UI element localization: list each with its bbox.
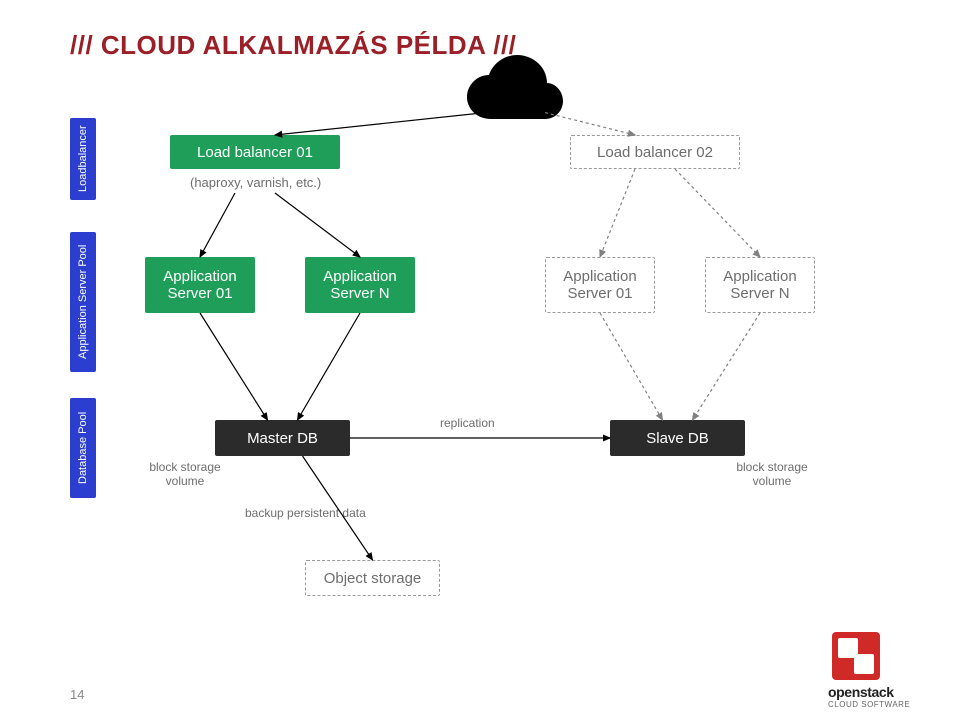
node-label: Load balancer 01 [197, 144, 313, 161]
label-backup: backup persistent data [245, 506, 366, 520]
openstack-logo: openstack CLOUD SOFTWARE [828, 632, 948, 710]
node-app-server-n-a: ApplicationServer N [305, 257, 415, 313]
node-label: Master DB [247, 430, 318, 447]
logo-brand: openstack [828, 684, 948, 700]
cloud-icon [450, 55, 580, 135]
label-block-storage-left: block storagevolume [140, 460, 230, 488]
node-loadbalancer-02: Load balancer 02 [570, 135, 740, 169]
page-number: 14 [70, 687, 84, 702]
node-app-server-01-a: ApplicationServer 01 [145, 257, 255, 313]
node-loadbalancer-01: Load balancer 01 [170, 135, 340, 169]
node-label: Load balancer 02 [597, 144, 713, 161]
logo-tagline: CLOUD SOFTWARE [828, 700, 948, 709]
section-label-loadbalancer: Loadbalancer [70, 118, 96, 200]
node-master-db: Master DB [215, 420, 350, 456]
node-label: ApplicationServer N [723, 268, 796, 302]
section-label-app-pool: Application Server Pool [70, 232, 96, 372]
node-label: Object storage [324, 570, 422, 587]
node-label: ApplicationServer 01 [563, 268, 636, 302]
node-label: ApplicationServer N [323, 268, 396, 302]
section-label-db-pool: Database Pool [70, 398, 96, 498]
node-label: Slave DB [646, 430, 709, 447]
node-object-storage: Object storage [305, 560, 440, 596]
label-block-storage-right: block storagevolume [727, 460, 817, 488]
node-slave-db: Slave DB [610, 420, 745, 456]
node-app-server-n-b: ApplicationServer N [705, 257, 815, 313]
node-label: ApplicationServer 01 [163, 268, 236, 302]
node-app-server-01-b: ApplicationServer 01 [545, 257, 655, 313]
node-loadbalancer-01-sub: (haproxy, varnish, etc.) [190, 175, 321, 190]
slide: /// CLOUD ALKALMAZÁS PÉLDA /// Loadbalan… [0, 0, 960, 720]
label-replication: replication [440, 416, 495, 430]
